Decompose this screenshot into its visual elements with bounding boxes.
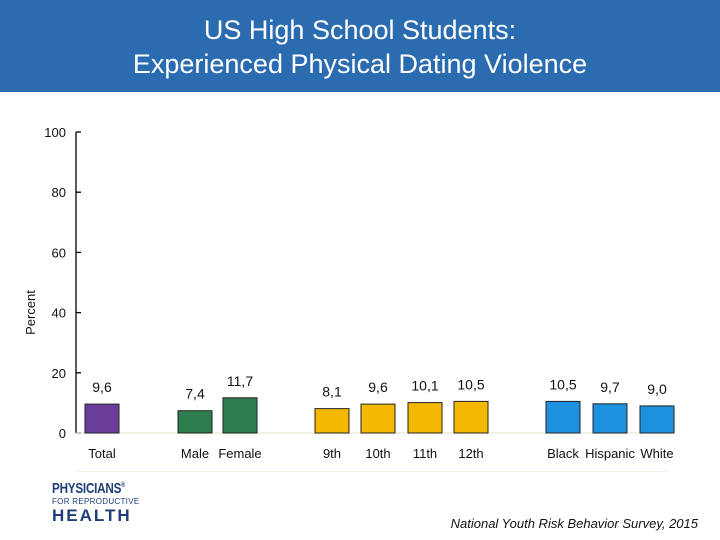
- data-label-9th: 8,1: [322, 384, 342, 400]
- chart-title-line2: Experienced Physical Dating Violence: [132, 49, 588, 79]
- title-banner: US High School Students: Experienced Phy…: [0, 0, 720, 92]
- data-label-total: 9,6: [92, 379, 112, 395]
- logo-line3: HEALTH: [52, 506, 132, 525]
- data-label-female: 11,7: [227, 373, 253, 389]
- chart-title-line1: US High School Students:: [203, 15, 517, 45]
- category-label-10th: 10th: [365, 446, 390, 461]
- y-axis-label: Percent: [23, 290, 38, 335]
- data-label-10th: 9,6: [368, 379, 388, 395]
- bar-white: [639, 405, 675, 434]
- bar-male: [177, 410, 213, 434]
- category-label-12th: 12th: [458, 446, 483, 461]
- bar-9th: [314, 408, 350, 434]
- category-label-black: Black: [547, 446, 579, 461]
- category-label-11th: 11th: [413, 446, 437, 461]
- bar-black: [545, 400, 581, 434]
- category-label-male: Male: [181, 446, 209, 461]
- data-label-11th: 10,1: [411, 378, 438, 394]
- logo-line2: FOR REPRODUCTIVE: [52, 497, 140, 506]
- source-caption: National Youth Risk Behavior Survey, 201…: [450, 516, 698, 531]
- data-label-male: 7,4: [185, 386, 205, 402]
- logo-line1: PHYSICIANS: [52, 480, 122, 497]
- data-label-black: 10,5: [549, 376, 576, 392]
- y-tick-label: 80: [52, 185, 66, 200]
- category-label-hispanic: Hispanic: [585, 446, 635, 461]
- bar-female: [222, 397, 258, 434]
- bar-10th: [360, 403, 396, 434]
- bar-hispanic: [592, 403, 628, 434]
- data-label-hispanic: 9,7: [600, 379, 620, 395]
- category-label-female: Female: [218, 446, 261, 461]
- y-tick-label: 20: [52, 366, 66, 381]
- y-tick-label: 0: [59, 426, 66, 441]
- logo-registered-mark: ®: [121, 482, 125, 489]
- category-label-white: White: [640, 446, 673, 461]
- bar-11th: [407, 402, 443, 434]
- data-label-white: 9,0: [647, 381, 667, 397]
- category-label-total: Total: [88, 446, 116, 461]
- category-label-9th: 9th: [323, 446, 341, 461]
- y-tick-label: 40: [52, 306, 66, 321]
- bar-chart: Percent 0 20 40 60 80 100 9,6 Total 7,4 Male 11,7 Fe…: [23, 125, 675, 472]
- data-label-12th: 10,5: [457, 376, 484, 392]
- bar-12th: [453, 400, 489, 434]
- y-tick-label: 60: [52, 245, 66, 260]
- physicians-for-reproductive-health-logo: PHYSICIANS® FOR REPRODUCTIVE HEALTH: [52, 478, 142, 530]
- y-tick-label: 100: [44, 125, 66, 140]
- bar-total: [84, 403, 120, 434]
